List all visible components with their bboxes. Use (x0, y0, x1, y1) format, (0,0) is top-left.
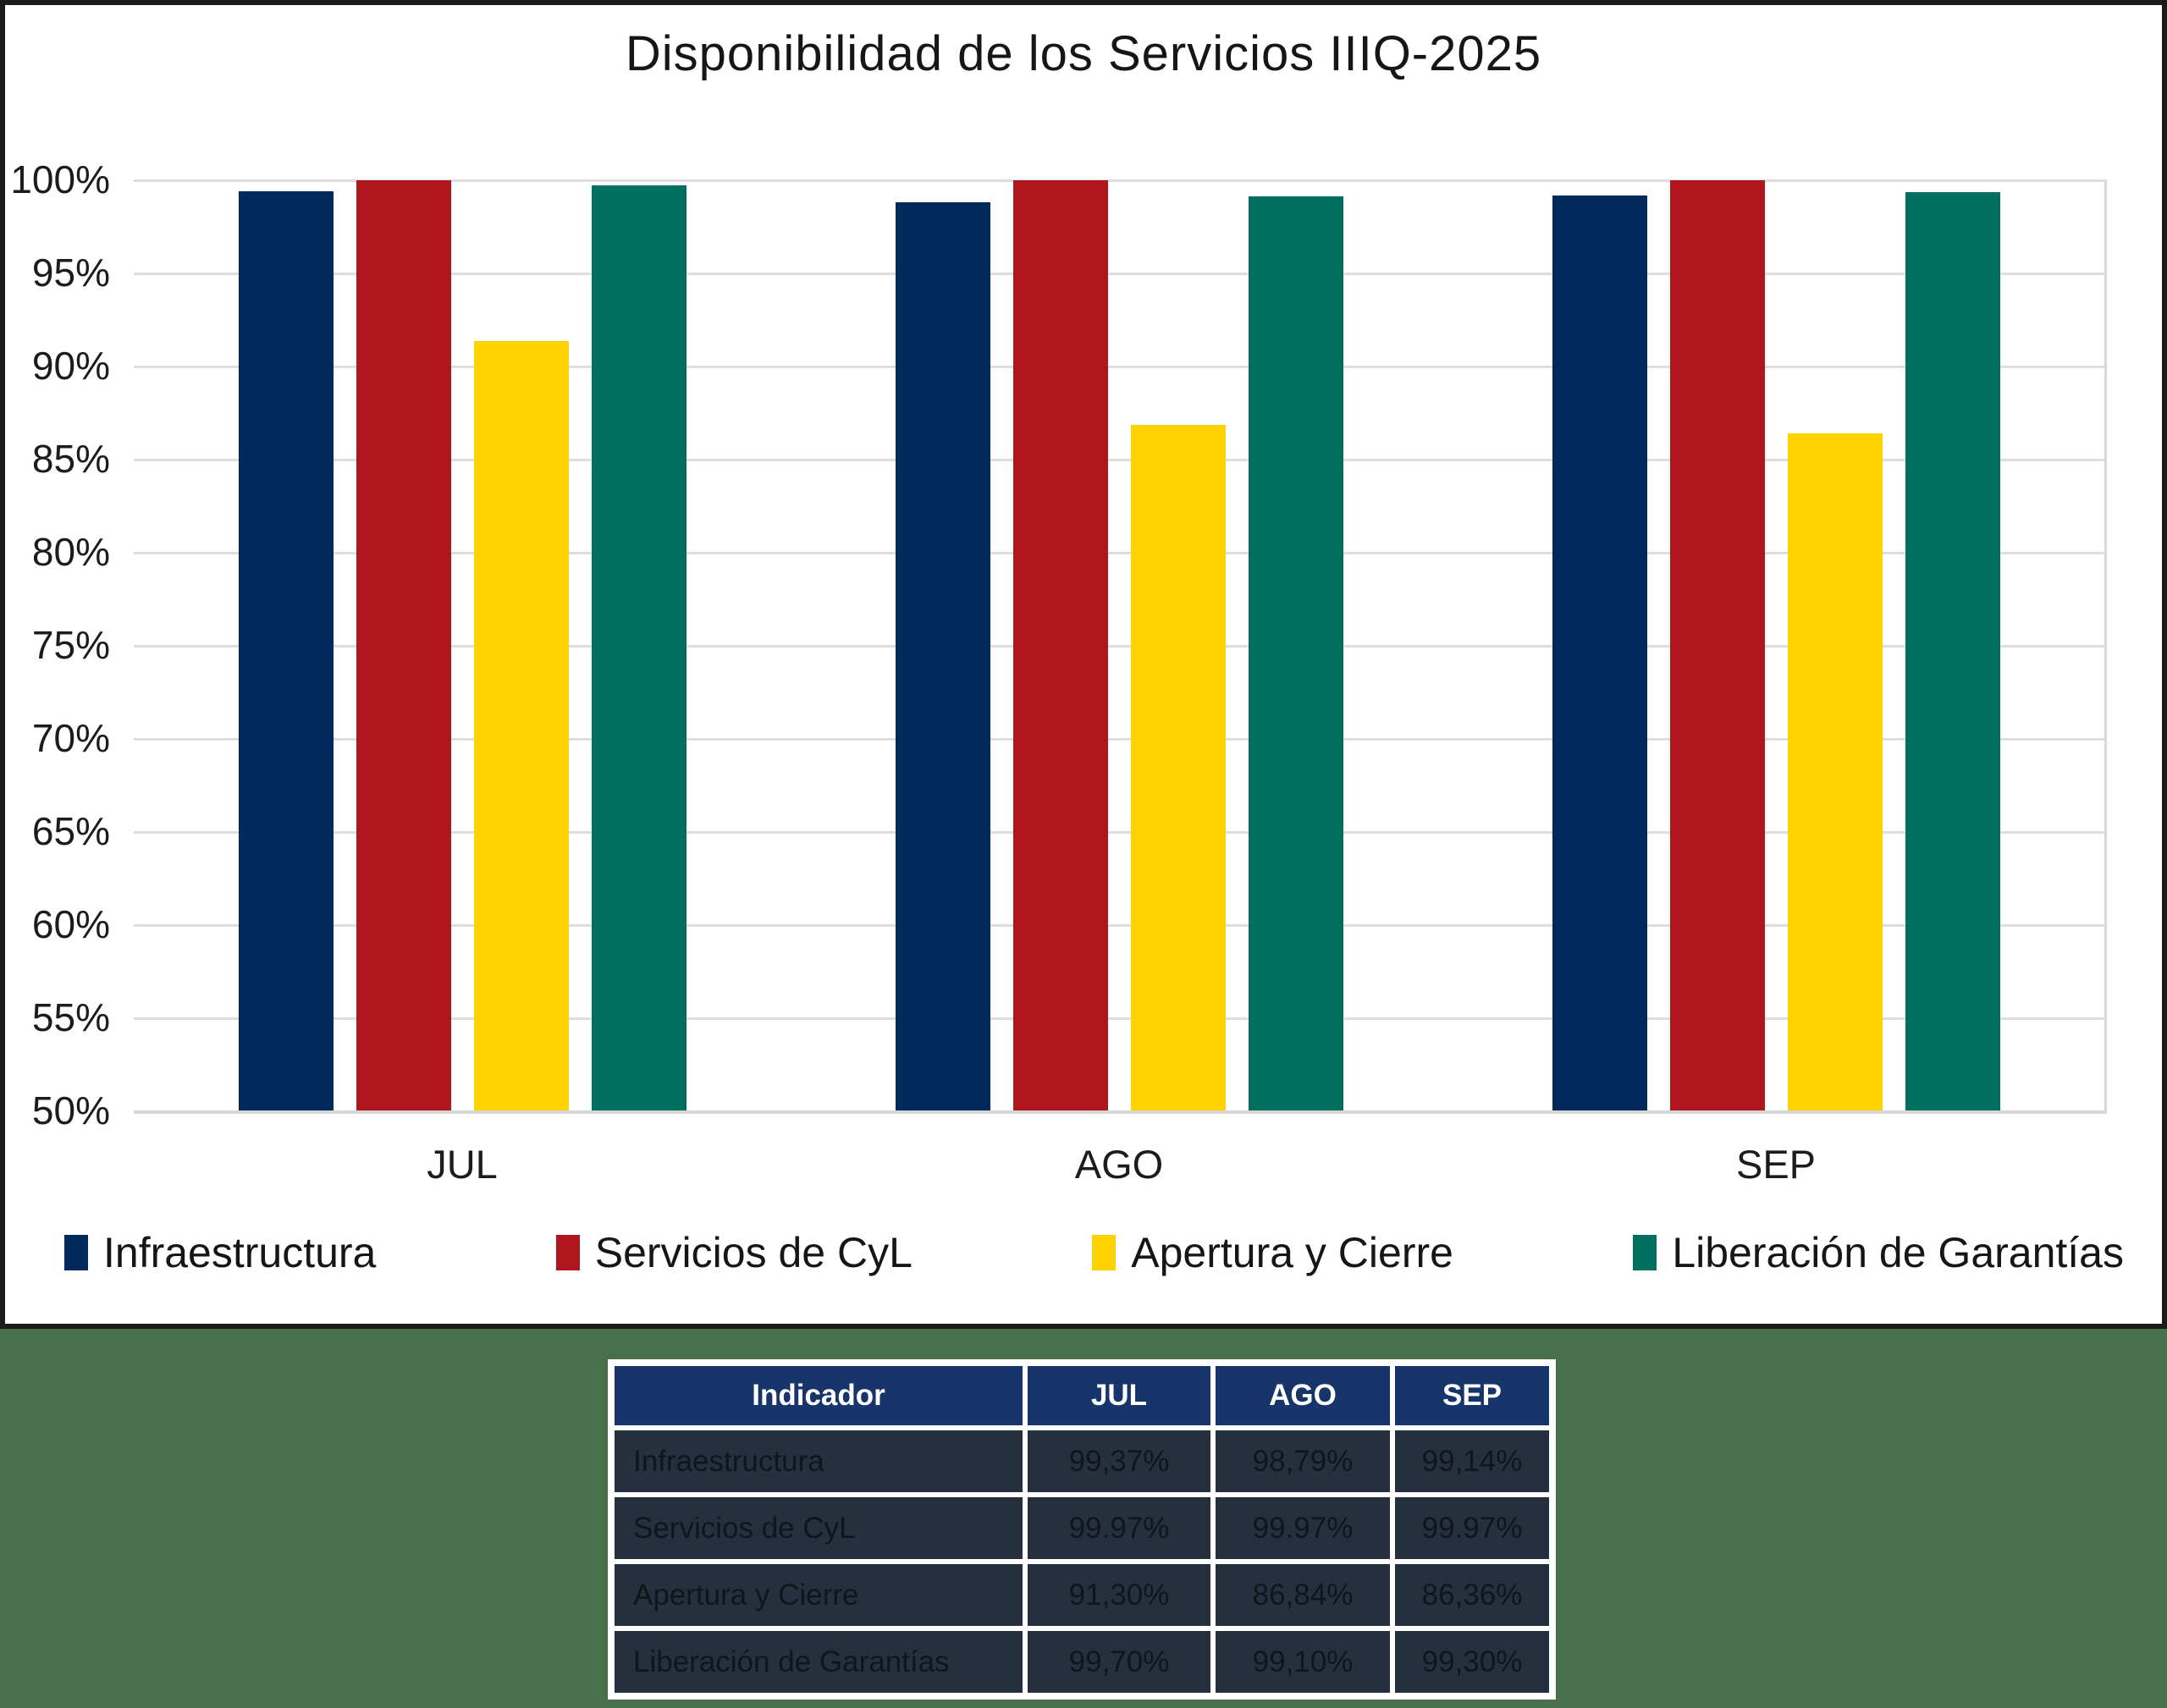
bar-apertura-cierre-ago (1130, 424, 1226, 1110)
bar-servicios-cyl-ago (1012, 179, 1108, 1110)
table-cell-liberacion-garantias-label: Liberación de Garantías (615, 1631, 1023, 1693)
chart-panel: Disponibilidad de los Servicios IIIQ-202… (0, 0, 2167, 1329)
table-cell-infraestructura-sep: 99,14% (1395, 1430, 1549, 1492)
bar-liberacion-garantias-jul (591, 185, 686, 1110)
table-cell-servicios-cyl-ago: 99.97% (1216, 1497, 1390, 1559)
legend-swatch-infraestructura (64, 1235, 88, 1270)
legend-label-liberacion-garantias: Liberación de Garantías (1672, 1229, 2124, 1276)
legend-item-infraestructura: Infraestructura (64, 1228, 376, 1277)
y-tick-50: 50% (31, 1088, 110, 1132)
legend-label-infraestructura: Infraestructura (103, 1229, 377, 1276)
table-cell-liberacion-garantias-ago: 99,10% (1216, 1631, 1390, 1693)
y-tick-80: 80% (31, 530, 110, 574)
y-tick-95: 95% (31, 251, 110, 295)
summary-table: Indicador JUL AGO SEP Infraestructura 99… (608, 1359, 1556, 1700)
bar-servicios-cyl-sep (1669, 179, 1765, 1110)
table-cell-apertura-cierre-label: Apertura y Cierre (615, 1564, 1023, 1626)
legend-item-servicios-cyl: Servicios de CyL (555, 1228, 913, 1277)
bar-servicios-cyl-jul (356, 179, 451, 1110)
y-tick-65: 65% (31, 809, 110, 853)
bar-infraestructura-ago (895, 201, 990, 1110)
bar-infraestructura-jul (238, 190, 334, 1110)
plot-area (134, 179, 2107, 1114)
x-label-jul: JUL (427, 1142, 498, 1187)
table-cell-apertura-cierre-sep: 86,36% (1395, 1564, 1549, 1626)
legend-item-apertura-cierre: Apertura y Cierre (1092, 1228, 1453, 1277)
bar-apertura-cierre-jul (473, 341, 569, 1110)
legend-swatch-apertura-cierre (1092, 1235, 1117, 1270)
table-cell-infraestructura-ago: 98,79% (1216, 1430, 1390, 1492)
table-cell-servicios-cyl-label: Servicios de CyL (615, 1497, 1023, 1559)
legend-label-apertura-cierre: Apertura y Cierre (1131, 1229, 1453, 1276)
table-cell-apertura-cierre-ago: 86,84% (1216, 1564, 1390, 1626)
bar-liberacion-garantias-ago (1248, 196, 1343, 1110)
y-tick-55: 55% (31, 995, 110, 1039)
legend-swatch-servicios-cyl (555, 1235, 580, 1270)
x-axis: JUL AGO SEP (134, 1141, 2104, 1187)
bar-group-ago (791, 179, 1447, 1110)
y-axis: 100% 95% 90% 85% 80% 75% 70% 65% 60% 55%… (5, 157, 120, 1132)
table-header-sep: SEP (1395, 1366, 1549, 1425)
table-cell-servicios-cyl-jul: 99.97% (1028, 1497, 1210, 1559)
bar-group-jul (134, 179, 791, 1110)
table-header-jul: JUL (1028, 1366, 1210, 1425)
table-header-ago: AGO (1216, 1366, 1390, 1425)
legend-label-servicios-cyl: Servicios de CyL (594, 1229, 913, 1276)
y-tick-75: 75% (31, 623, 110, 667)
legend-item-liberacion-garantias: Liberación de Garantías (1633, 1228, 2124, 1277)
table-cell-infraestructura-jul: 99,37% (1028, 1430, 1210, 1492)
y-tick-60: 60% (31, 902, 110, 946)
y-tick-85: 85% (31, 437, 110, 481)
y-tick-70: 70% (31, 716, 110, 760)
table-cell-liberacion-garantias-sep: 99,30% (1395, 1631, 1549, 1693)
table-header-indicador: Indicador (615, 1366, 1023, 1425)
y-tick-100: 100% (10, 157, 110, 201)
bar-group-sep (1447, 179, 2104, 1110)
table-cell-infraestructura-label: Infraestructura (615, 1430, 1023, 1492)
bar-apertura-cierre-sep (1787, 433, 1883, 1110)
bar-liberacion-garantias-sep (1905, 192, 2000, 1110)
table-cell-liberacion-garantias-jul: 99,70% (1028, 1631, 1210, 1693)
x-label-sep: SEP (1735, 1142, 1817, 1187)
x-label-ago: AGO (1074, 1142, 1164, 1187)
chart-title: Disponibilidad de los Servicios IIIQ-202… (625, 26, 1542, 81)
table-cell-servicios-cyl-sep: 99.97% (1395, 1497, 1549, 1559)
legend: Infraestructura Servicios de CyL Apertur… (64, 1228, 2124, 1277)
table-cell-apertura-cierre-jul: 91,30% (1028, 1564, 1210, 1626)
legend-swatch-liberacion-garantias (1633, 1235, 1657, 1270)
bar-infraestructura-sep (1552, 195, 1647, 1110)
y-tick-90: 90% (31, 344, 110, 388)
